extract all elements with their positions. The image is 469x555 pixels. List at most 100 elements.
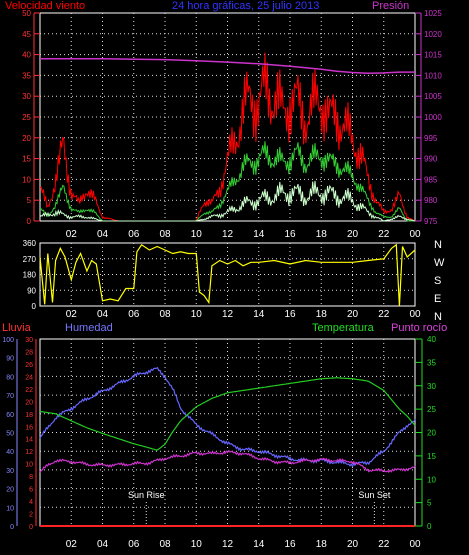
direction-tick: 90 — [27, 286, 36, 295]
rain-tick: 30 — [25, 337, 33, 344]
rain-tick: 4 — [29, 499, 33, 506]
compass-label: W — [434, 257, 445, 269]
compass-label: S — [434, 275, 441, 287]
humidity-axis-title: Humedad — [65, 322, 113, 334]
humidity-tick: 80 — [6, 374, 14, 381]
rain-tick: 22 — [25, 387, 33, 394]
direction-x-tick: 02 — [66, 309, 78, 320]
wind-gust-line — [39, 52, 416, 222]
temperature-axis-title: Temperatura — [312, 322, 375, 334]
direction-tick: 360 — [23, 239, 37, 248]
wind-speed-tick: 20 — [22, 134, 31, 143]
sun-event-label: Sun Set — [358, 490, 391, 500]
wind-x-tick: 22 — [378, 229, 390, 240]
humidity-tick: 90 — [6, 356, 14, 363]
direction-x-tick: 06 — [128, 309, 140, 320]
humidity-tick: 20 — [6, 487, 14, 494]
temperature-tick: 35 — [427, 358, 436, 367]
temperature-tick: 0 — [427, 522, 432, 531]
rh-x-tick: 12 — [222, 539, 234, 550]
wind-direction-line — [39, 243, 416, 307]
humidity-tick: 60 — [6, 412, 14, 419]
compass-label: N — [434, 239, 442, 251]
humidity-tick: 0 — [10, 524, 14, 531]
pressure-tick: 990 — [424, 155, 438, 164]
rh-x-tick: 22 — [378, 539, 390, 550]
pressure-tick: 985 — [424, 175, 438, 184]
wind-x-tick: 08 — [159, 229, 171, 240]
humidity-tick: 70 — [6, 393, 14, 400]
wind-x-tick: 16 — [284, 229, 296, 240]
rh-x-tick: 18 — [316, 539, 328, 550]
wind-speed-tick: 35 — [22, 71, 31, 80]
direction-x-tick: 14 — [253, 309, 265, 320]
wind-speed-tick: 50 — [22, 9, 31, 18]
rain-tick: 12 — [25, 449, 33, 456]
wind-x-tick: 00 — [409, 229, 421, 240]
rain-tick: 10 — [25, 462, 33, 469]
wind-speed-tick: 40 — [22, 51, 31, 60]
rain-tick: 24 — [25, 374, 33, 381]
rh-x-tick: 20 — [347, 539, 359, 550]
rh-x-tick: 06 — [128, 539, 140, 550]
rain-tick: 8 — [29, 474, 33, 481]
wind-x-tick: 12 — [222, 229, 234, 240]
temperature-tick: 30 — [427, 382, 436, 391]
humidity-tick: 30 — [6, 468, 14, 475]
pressure-tick: 1010 — [424, 71, 442, 80]
pressure-tick: 1015 — [424, 51, 442, 60]
wind-min-line — [39, 180, 416, 222]
dewpoint-axis-title: Punto rocío — [391, 322, 447, 334]
dewpoint-line — [39, 449, 416, 473]
pressure-tick: 995 — [424, 134, 438, 143]
wind-speed-tick: 25 — [22, 113, 31, 122]
rain-tick: 20 — [25, 399, 33, 406]
rain-tick: 16 — [25, 424, 33, 431]
rh-x-tick: 16 — [284, 539, 296, 550]
direction-x-tick: 10 — [191, 309, 203, 320]
temperature-tick: 40 — [427, 335, 436, 344]
rh-x-tick: 14 — [253, 539, 265, 550]
rh-x-tick: 00 — [409, 539, 421, 550]
direction-tick: 0 — [32, 302, 37, 311]
rain-tick: 0 — [29, 524, 33, 531]
pressure-tick: 1025 — [424, 9, 442, 18]
humidity-tick: 100 — [2, 337, 14, 344]
pressure-tick: 975 — [424, 217, 438, 226]
rain-tick: 6 — [29, 487, 33, 494]
wind-x-tick: 06 — [128, 229, 140, 240]
pressure-tick: 980 — [424, 196, 438, 205]
wind-speed-tick: 0 — [27, 217, 32, 226]
rain-tick: 28 — [25, 349, 33, 356]
wind-speed-tick: 30 — [22, 92, 31, 101]
wind-x-tick: 14 — [253, 229, 265, 240]
wind-x-tick: 10 — [191, 229, 203, 240]
temperature-tick: 5 — [427, 499, 432, 508]
direction-x-tick: 18 — [316, 309, 328, 320]
temperature-line — [39, 377, 416, 451]
rain-tick: 14 — [25, 437, 33, 444]
direction-x-tick: 08 — [159, 309, 171, 320]
chart-title: 24 hora gráficas, 25 julio 2013 — [172, 0, 319, 12]
compass-label: E — [434, 293, 441, 305]
temperature-tick: 25 — [427, 405, 436, 414]
direction-tick: 180 — [23, 271, 37, 280]
humidity-tick: 50 — [6, 431, 14, 438]
wind-speed-tick: 45 — [22, 30, 31, 39]
rain-axis-title: Lluvia — [2, 322, 32, 334]
rh-x-tick: 04 — [97, 539, 109, 550]
humidity-tick: 10 — [6, 505, 14, 512]
humidity-tick: 40 — [6, 449, 14, 456]
direction-x-tick: 22 — [378, 309, 390, 320]
rh-x-tick: 08 — [159, 539, 171, 550]
direction-x-tick: 20 — [347, 309, 359, 320]
wind-x-tick: 18 — [316, 229, 328, 240]
wind-x-tick: 20 — [347, 229, 359, 240]
temperature-tick: 15 — [427, 452, 436, 461]
rain-tick: 18 — [25, 412, 33, 419]
wind-speed-tick: 5 — [27, 196, 32, 205]
direction-x-tick: 04 — [97, 309, 109, 320]
rain-tick: 26 — [25, 362, 33, 369]
pressure-tick: 1005 — [424, 92, 442, 101]
